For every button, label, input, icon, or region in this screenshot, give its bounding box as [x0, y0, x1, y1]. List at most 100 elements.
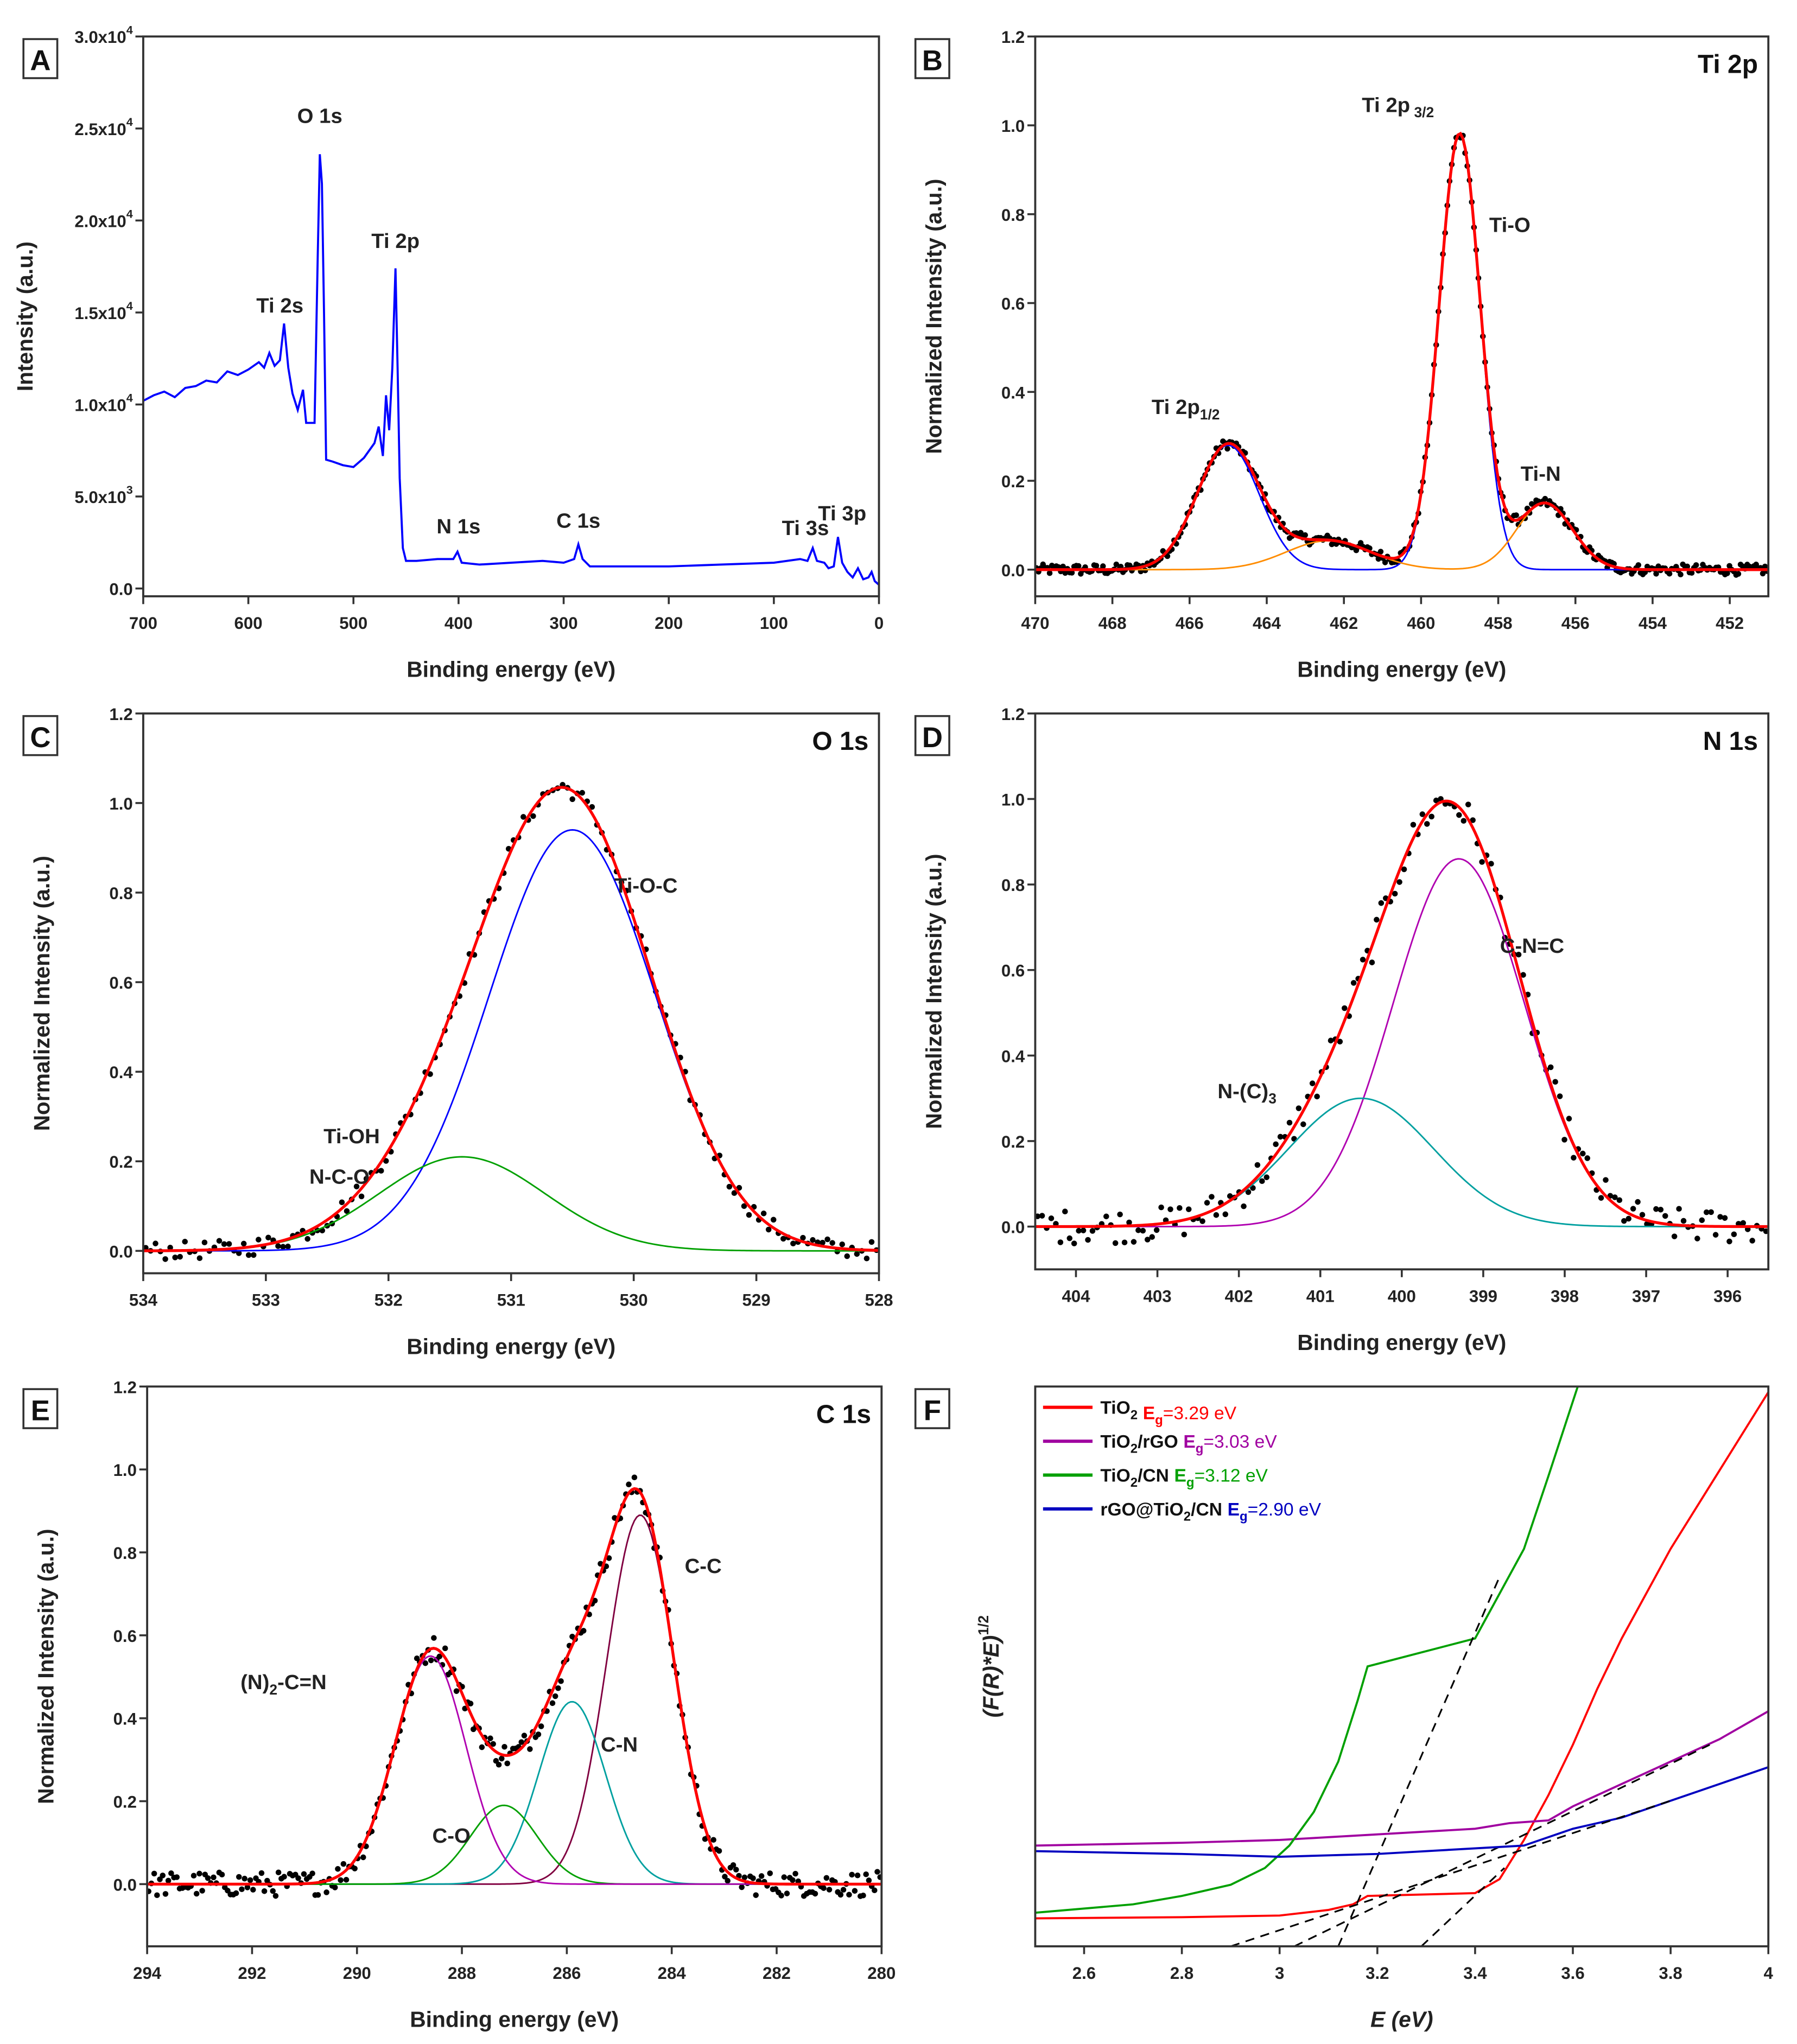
- data-point: [1639, 1212, 1646, 1218]
- y-tick-exponent: 4: [126, 391, 133, 405]
- y-tick-exponent: 4: [126, 299, 133, 313]
- data-point: [323, 1889, 329, 1895]
- plot-area: [143, 154, 879, 586]
- data-point: [1653, 571, 1659, 577]
- x-tick-label: 288: [448, 1964, 476, 1983]
- annotation-text: Ti 2s: [256, 294, 303, 317]
- data-point: [1470, 817, 1476, 823]
- annotation-text: C-O: [433, 1824, 471, 1848]
- x-tick-label: 529: [742, 1291, 771, 1310]
- data-point: [151, 1870, 157, 1877]
- data-point: [538, 1723, 544, 1729]
- x-tick-label: 290: [343, 1964, 371, 1983]
- data-point: [844, 1253, 850, 1259]
- y-tick-mantissa: 3.0x10: [74, 28, 126, 47]
- data-point: [1199, 1218, 1205, 1224]
- x-tick-label: 454: [1639, 614, 1667, 633]
- data-point: [1678, 571, 1684, 578]
- data-point: [758, 1873, 765, 1879]
- data-point: [1302, 532, 1309, 538]
- x-tick-label: 528: [865, 1291, 893, 1310]
- data-point: [265, 1234, 271, 1241]
- data-point: [1369, 959, 1375, 965]
- panel-letter: D: [922, 722, 943, 754]
- data-point: [1717, 1214, 1723, 1220]
- data-point: [781, 1874, 788, 1880]
- y-tick-label: 0.0: [1001, 1218, 1025, 1237]
- data-point: [1722, 1215, 1728, 1221]
- peak-annotation: Ti-O: [1489, 214, 1531, 237]
- tangent-dashed-line: [1230, 1800, 1671, 1946]
- y-tick-label: 2.0x104: [74, 207, 132, 231]
- panel-letter-box: [22, 38, 59, 79]
- data-point: [343, 1877, 350, 1883]
- data-point: [275, 1869, 282, 1876]
- x-tick-label: 456: [1561, 614, 1590, 633]
- y-tick-label: 0.0: [109, 580, 132, 599]
- data-point: [1726, 1238, 1732, 1245]
- y-tick-label: 0.6: [109, 973, 132, 992]
- data-point: [172, 1255, 178, 1260]
- y-axis-label: (F(R)*E)1/2: [975, 1615, 1004, 1717]
- annotation-sub: 1/2: [1200, 406, 1220, 423]
- data-point: [1658, 1207, 1664, 1213]
- data-point: [778, 1893, 784, 1899]
- data-point: [1060, 563, 1066, 570]
- peak-annotation: (N)2-C=N: [240, 1671, 327, 1698]
- panel-letter: A: [30, 45, 50, 77]
- y-tick-label: 1.0x104: [74, 391, 132, 415]
- data-point: [784, 1890, 790, 1896]
- data-point: [1598, 1195, 1604, 1201]
- data-point: [1552, 1079, 1558, 1085]
- data-point: [1144, 1237, 1151, 1243]
- y-tick-label: 0.6: [1001, 961, 1025, 980]
- legend-name-sub: 2: [1131, 1442, 1138, 1456]
- plot-area: [143, 782, 879, 1262]
- data-point: [1703, 1209, 1710, 1215]
- y-tick-label: 0.8: [1001, 876, 1025, 895]
- data-point: [177, 1253, 183, 1260]
- y-tick-mantissa: 1.5x10: [74, 304, 126, 323]
- data-point: [1273, 1141, 1279, 1148]
- panel-title: O 1s: [812, 727, 868, 756]
- data-point: [242, 1875, 247, 1882]
- data-point: [1580, 1150, 1586, 1157]
- annotation-text: Ti-O: [1489, 214, 1531, 237]
- envelope-fit-line: [147, 1487, 882, 1886]
- data-point: [1066, 1235, 1073, 1241]
- data-point: [226, 1241, 232, 1247]
- peak-annotation: Ti 2p 3/2: [1362, 93, 1434, 120]
- y-tick-label: 0.4: [1001, 1047, 1025, 1066]
- legend-name-rest: /CN: [1138, 1466, 1169, 1486]
- data-point: [490, 1741, 496, 1747]
- panel-title: Ti 2p: [1698, 50, 1758, 79]
- series-line: [1035, 1710, 1769, 1847]
- data-point: [569, 796, 575, 803]
- annotation-text: Ti 2p: [371, 230, 420, 253]
- data-point: [340, 1861, 347, 1867]
- legend-name-sub: 2: [1131, 1475, 1138, 1490]
- data-point: [1360, 957, 1366, 963]
- data-point: [272, 1893, 279, 1899]
- data-point: [1140, 1227, 1146, 1234]
- data-point: [1167, 1206, 1173, 1212]
- y-tick-label: 0.2: [1001, 1132, 1025, 1151]
- data-point: [552, 1693, 558, 1699]
- y-tick-label: 0.4: [109, 1063, 133, 1082]
- data-point: [520, 814, 526, 820]
- data-point: [205, 1875, 211, 1881]
- data-point: [216, 1238, 223, 1244]
- x-tick-label: 397: [1632, 1287, 1660, 1306]
- data-point: [527, 1746, 533, 1752]
- x-tick-label: 3.4: [1463, 1964, 1487, 1983]
- legend-eg-symbol: E: [1183, 1432, 1195, 1452]
- data-point: [790, 1240, 796, 1246]
- x-tick-label: 458: [1484, 614, 1513, 633]
- y-tick-label: 1.0: [1001, 790, 1025, 809]
- x-axis-label: Binding energy (eV): [407, 657, 615, 682]
- y-tick-label: 2.5x104: [74, 115, 132, 139]
- y-tick-label: 1.5x104: [74, 299, 132, 323]
- plot-area: [1035, 131, 1769, 578]
- data-point: [521, 1733, 528, 1739]
- legend-name: TiO: [1100, 1398, 1130, 1418]
